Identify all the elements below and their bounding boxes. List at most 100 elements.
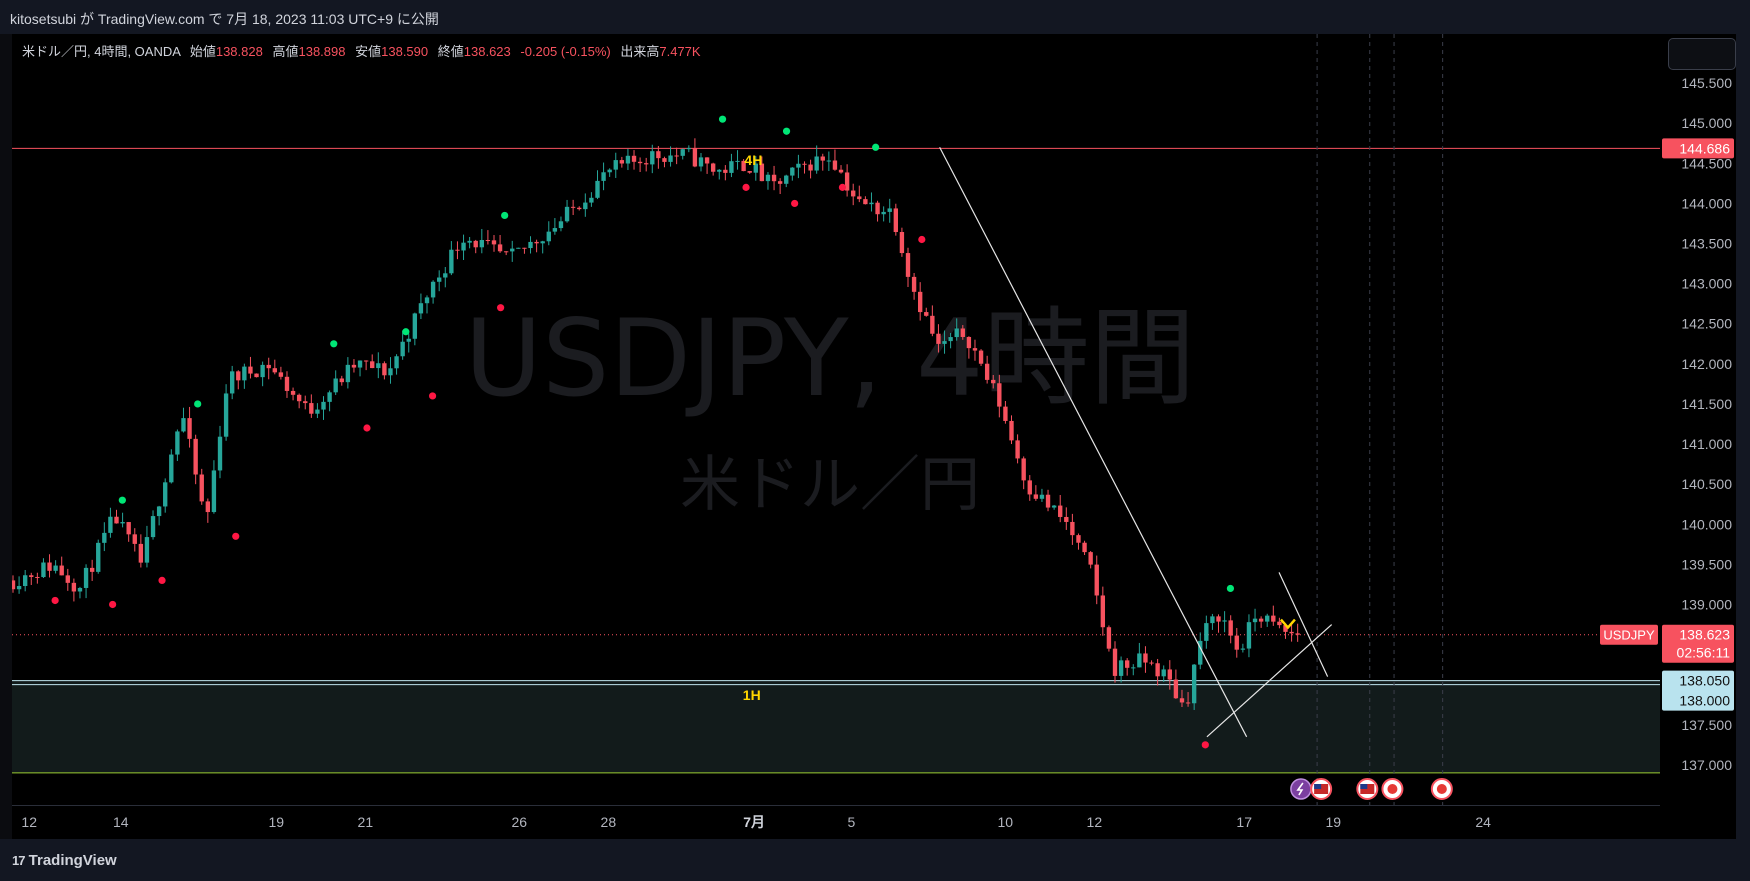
time-tick-label: 12 [1087, 814, 1103, 830]
price-axis-settings-button[interactable] [1668, 38, 1736, 70]
candle-body [150, 516, 156, 538]
candle-body [59, 565, 64, 576]
candle-body [656, 151, 661, 159]
swing-high-marker [118, 496, 126, 504]
candle-body [1131, 667, 1136, 669]
candle-body [89, 567, 95, 572]
tradingview-logo: 17 TradingView [12, 852, 117, 869]
support-price-tag [1662, 670, 1734, 711]
candle-body [47, 562, 52, 571]
candle-body [1265, 615, 1270, 622]
candle-body [254, 373, 259, 378]
candle-body [370, 361, 375, 369]
candle-body [223, 393, 229, 437]
candle-body [589, 197, 594, 203]
candle-body [577, 207, 582, 210]
candle-body [1039, 494, 1045, 499]
price-tick-label: 145.500 [1681, 75, 1732, 91]
candle-body [278, 372, 284, 377]
swing-low-marker [158, 576, 166, 585]
candle-body [412, 313, 418, 339]
swing-low-marker [51, 596, 59, 605]
candle-body [181, 418, 186, 432]
top-bar: kitosetsubi が TradingView.com で 7月 18, 2… [0, 0, 1750, 34]
candle-body [296, 394, 302, 402]
candle-body [1112, 648, 1118, 676]
price-tick-label: 137.500 [1681, 717, 1732, 733]
candle-body [570, 206, 576, 208]
label-1h: 1H [743, 687, 761, 703]
time-tick-label: 7月 [743, 814, 765, 830]
candle-body [1210, 616, 1215, 624]
price-tick-label: 137.000 [1681, 757, 1732, 773]
candle-body [1137, 653, 1142, 668]
candle-body [71, 582, 77, 592]
symbol-description: 米ドル／円, 4時間, OANDA [22, 44, 181, 59]
candle-body [686, 147, 691, 150]
candle-body [972, 348, 978, 351]
candle-body [820, 156, 825, 161]
candle-body [790, 167, 795, 176]
candle-body [717, 169, 722, 172]
candle-body [138, 543, 144, 563]
high-value: 138.898 [298, 44, 346, 59]
candle-body [930, 315, 935, 334]
candle-body [887, 208, 892, 212]
candle-body [406, 338, 411, 342]
candle-body [991, 379, 996, 384]
candle-body [16, 586, 22, 590]
candle-body [102, 532, 107, 543]
candle-body [217, 436, 223, 471]
candle-body [631, 155, 637, 162]
candle-body [1277, 621, 1282, 626]
candle-body [771, 174, 777, 182]
candle-body [1094, 564, 1099, 596]
swing-high-marker [718, 115, 727, 123]
candle-body [12, 580, 16, 590]
candle-body [400, 341, 405, 357]
candle-body [1246, 622, 1252, 649]
direction-chevron [1279, 618, 1296, 630]
trendline [939, 146, 1248, 738]
swing-high-marker [1226, 584, 1235, 593]
candle-body [193, 438, 198, 475]
candle-body [625, 155, 631, 164]
trendline [1278, 572, 1329, 677]
candle-body [674, 155, 679, 157]
candle-body [802, 163, 807, 165]
candle-body [1070, 521, 1075, 536]
candle-body [260, 364, 265, 378]
swing-low-marker [232, 532, 240, 540]
symbol-tag: USDJPY [1603, 628, 1655, 643]
candle-body [1271, 615, 1276, 622]
candle-body [832, 160, 838, 170]
candle-body [327, 392, 332, 402]
candle-body [522, 247, 527, 249]
candle-body [978, 350, 984, 364]
candle-body [467, 240, 472, 243]
candle-body [424, 297, 430, 304]
swing-high-marker [501, 211, 509, 220]
candle-body [126, 522, 131, 535]
candle-body [248, 366, 253, 374]
brand-name: TradingView [28, 852, 117, 869]
candle-body [120, 522, 125, 524]
candle-body [905, 253, 911, 277]
high-label: 高値 [272, 44, 299, 59]
close-label: 終値 [437, 44, 464, 59]
candle-body [1082, 542, 1087, 553]
candle-body [41, 562, 46, 578]
support-upper-label: 138.050 [1679, 673, 1730, 689]
candle-body [1051, 505, 1057, 508]
candle-body [333, 378, 338, 393]
candle-body [290, 390, 296, 395]
candle-body [1076, 535, 1081, 543]
swing-low-marker [428, 392, 437, 400]
candle-body [485, 240, 491, 242]
time-axis[interactable] [12, 805, 1660, 840]
candle-body [784, 175, 789, 184]
candle-body [1155, 663, 1160, 677]
candle-body [540, 241, 545, 244]
candle-body [77, 587, 83, 592]
